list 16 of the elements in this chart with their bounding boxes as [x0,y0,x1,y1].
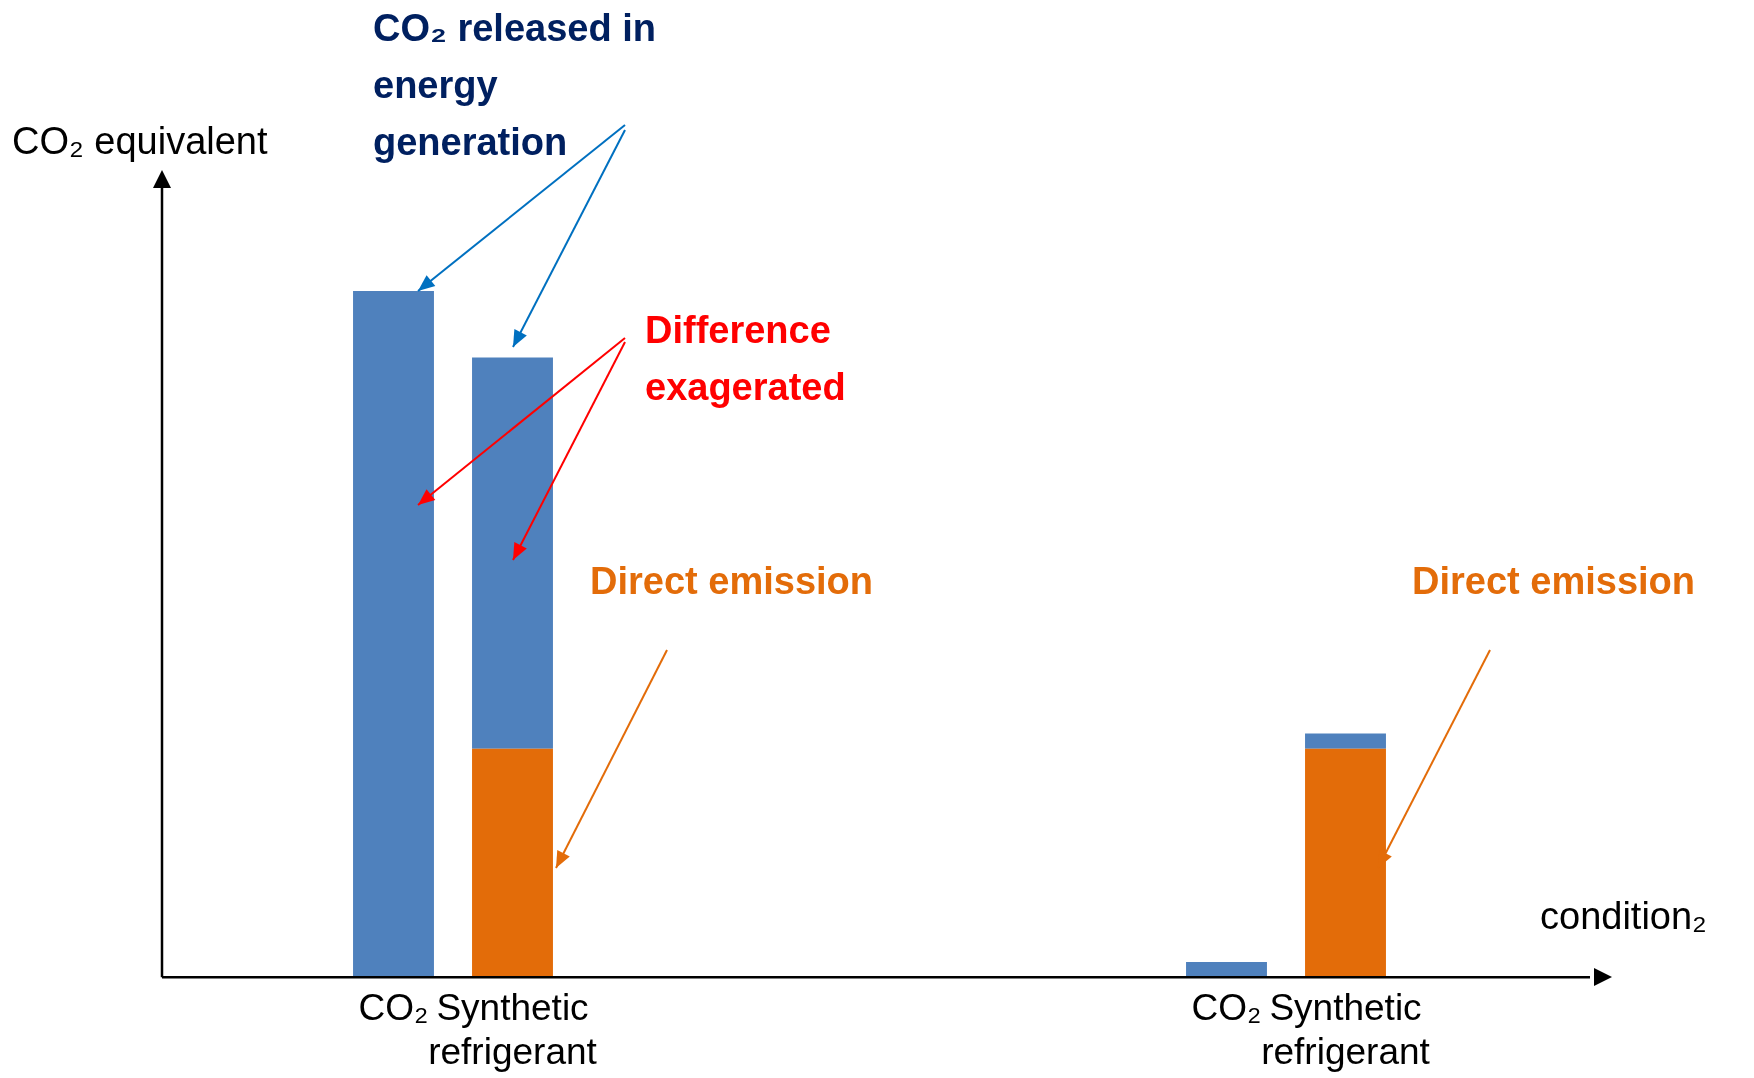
bar [472,748,553,978]
x-tick-label: CO₂ [358,986,429,1028]
bar [1305,733,1386,749]
x-tick-label: Synthetic refrigerant [1261,986,1431,1072]
annotation: Direct emission [590,560,873,603]
text: CO₂ released in energy generation [373,6,657,165]
y-axis-title: CO₂ equivalent [12,120,268,163]
x-tick-label: CO₂ [1191,986,1262,1028]
bar [1305,748,1386,978]
x-axis-title: condition₂ [1540,895,1707,938]
bar [1186,962,1267,978]
bar [353,291,434,978]
text: Direct emission [1412,560,1695,603]
x-tick-label: Synthetic refrigerant [428,986,598,1072]
annotation: Difference exagerated [645,308,847,410]
bar [472,357,553,749]
